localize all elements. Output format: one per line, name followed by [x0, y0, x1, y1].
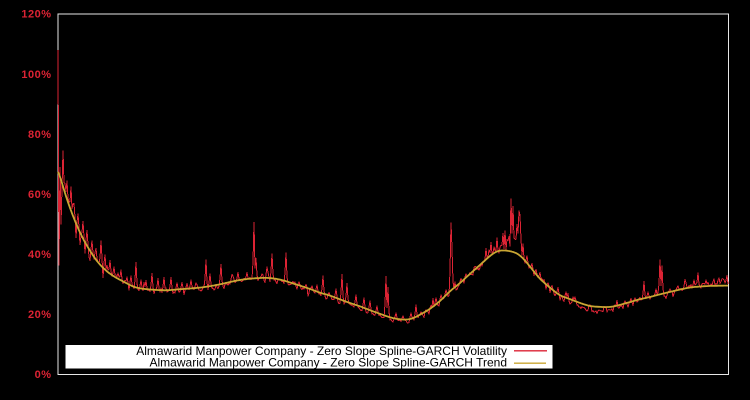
svg-text:20%: 20%	[28, 309, 52, 321]
svg-text:40%: 40%	[28, 249, 52, 261]
svg-text:120%: 120%	[21, 9, 51, 21]
svg-text:Almawarid Manpower Company - Z: Almawarid Manpower Company - Zero Slope …	[136, 344, 507, 358]
svg-text:Almawarid Manpower Company - Z: Almawarid Manpower Company - Zero Slope …	[150, 356, 507, 370]
svg-text:0%: 0%	[35, 369, 52, 381]
svg-text:60%: 60%	[28, 189, 52, 201]
svg-text:100%: 100%	[21, 69, 51, 81]
svg-text:80%: 80%	[28, 129, 52, 141]
